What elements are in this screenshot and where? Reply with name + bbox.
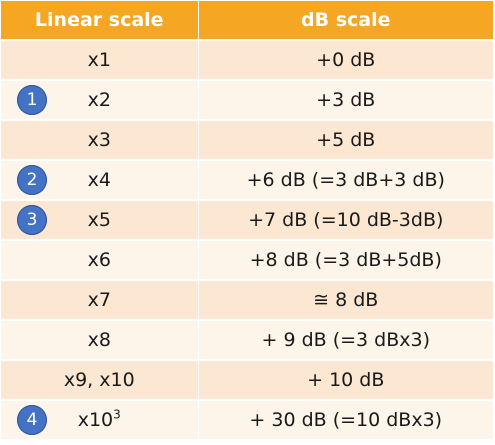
db-cell: +3 dB [198, 80, 493, 121]
table-row: x3 +5 dB [1, 120, 493, 161]
db-cell: ≅ 8 dB [198, 280, 493, 321]
linear-value: x9, x10 [63, 369, 135, 391]
linear-cell: x6 [1, 240, 199, 281]
linear-cell: 2 x4 [1, 160, 199, 201]
linear-cell: 3 x5 [1, 200, 199, 241]
db-cell: +5 dB [198, 120, 493, 161]
step-badge: 4 [17, 405, 47, 435]
linear-value: x7 [87, 289, 111, 311]
table-row: x6 +8 dB (=3 dB+5dB) [1, 240, 493, 281]
table-row: 1 x2 +3 dB [1, 80, 493, 121]
db-cell: +8 dB (=3 dB+5dB) [198, 240, 493, 281]
db-cell: + 9 dB (=3 dBx3) [198, 320, 493, 361]
linear-value: x6 [87, 249, 111, 271]
db-cell: +7 dB (=10 dB-3dB) [198, 200, 493, 241]
table-row: x9, x10 + 10 dB [1, 360, 493, 401]
exponent: 3 [113, 407, 121, 422]
step-badge: 1 [17, 85, 47, 115]
linear-cell: x7 [1, 280, 199, 321]
db-cell: +0 dB [198, 40, 493, 81]
table-row: 4 x103 + 30 dB (=10 dBx3) [1, 400, 493, 441]
table-row: x8 + 9 dB (=3 dBx3) [1, 320, 493, 361]
table-header-row: Linear scale dB scale [1, 1, 493, 41]
db-cell: +6 dB (=3 dB+3 dB) [198, 160, 493, 201]
linear-value: x8 [87, 329, 111, 351]
table-row: 2 x4 +6 dB (=3 dB+3 dB) [1, 160, 493, 201]
linear-value: x5 [87, 209, 111, 231]
linear-value: x4 [87, 169, 111, 191]
linear-cell: x9, x10 [1, 360, 199, 401]
step-badge: 3 [17, 205, 47, 235]
header-db-scale: dB scale [198, 1, 493, 41]
linear-value: x2 [87, 89, 111, 111]
linear-value: x10 [77, 409, 114, 431]
table-row: 3 x5 +7 dB (=10 dB-3dB) [1, 200, 493, 241]
db-cell: + 30 dB (=10 dBx3) [198, 400, 493, 441]
table-row: x7 ≅ 8 dB [1, 280, 493, 321]
linear-cell: x1 [1, 40, 199, 81]
linear-value: x1 [87, 49, 111, 71]
linear-cell: x8 [1, 320, 199, 361]
linear-cell: 1 x2 [1, 80, 199, 121]
table-row: x1 +0 dB [1, 40, 493, 81]
header-linear-scale: Linear scale [1, 1, 199, 41]
db-cell: + 10 dB [198, 360, 493, 401]
linear-cell: 4 x103 [1, 400, 199, 441]
linear-cell: x3 [1, 120, 199, 161]
linear-value: x3 [87, 129, 111, 151]
step-badge: 2 [17, 165, 47, 195]
